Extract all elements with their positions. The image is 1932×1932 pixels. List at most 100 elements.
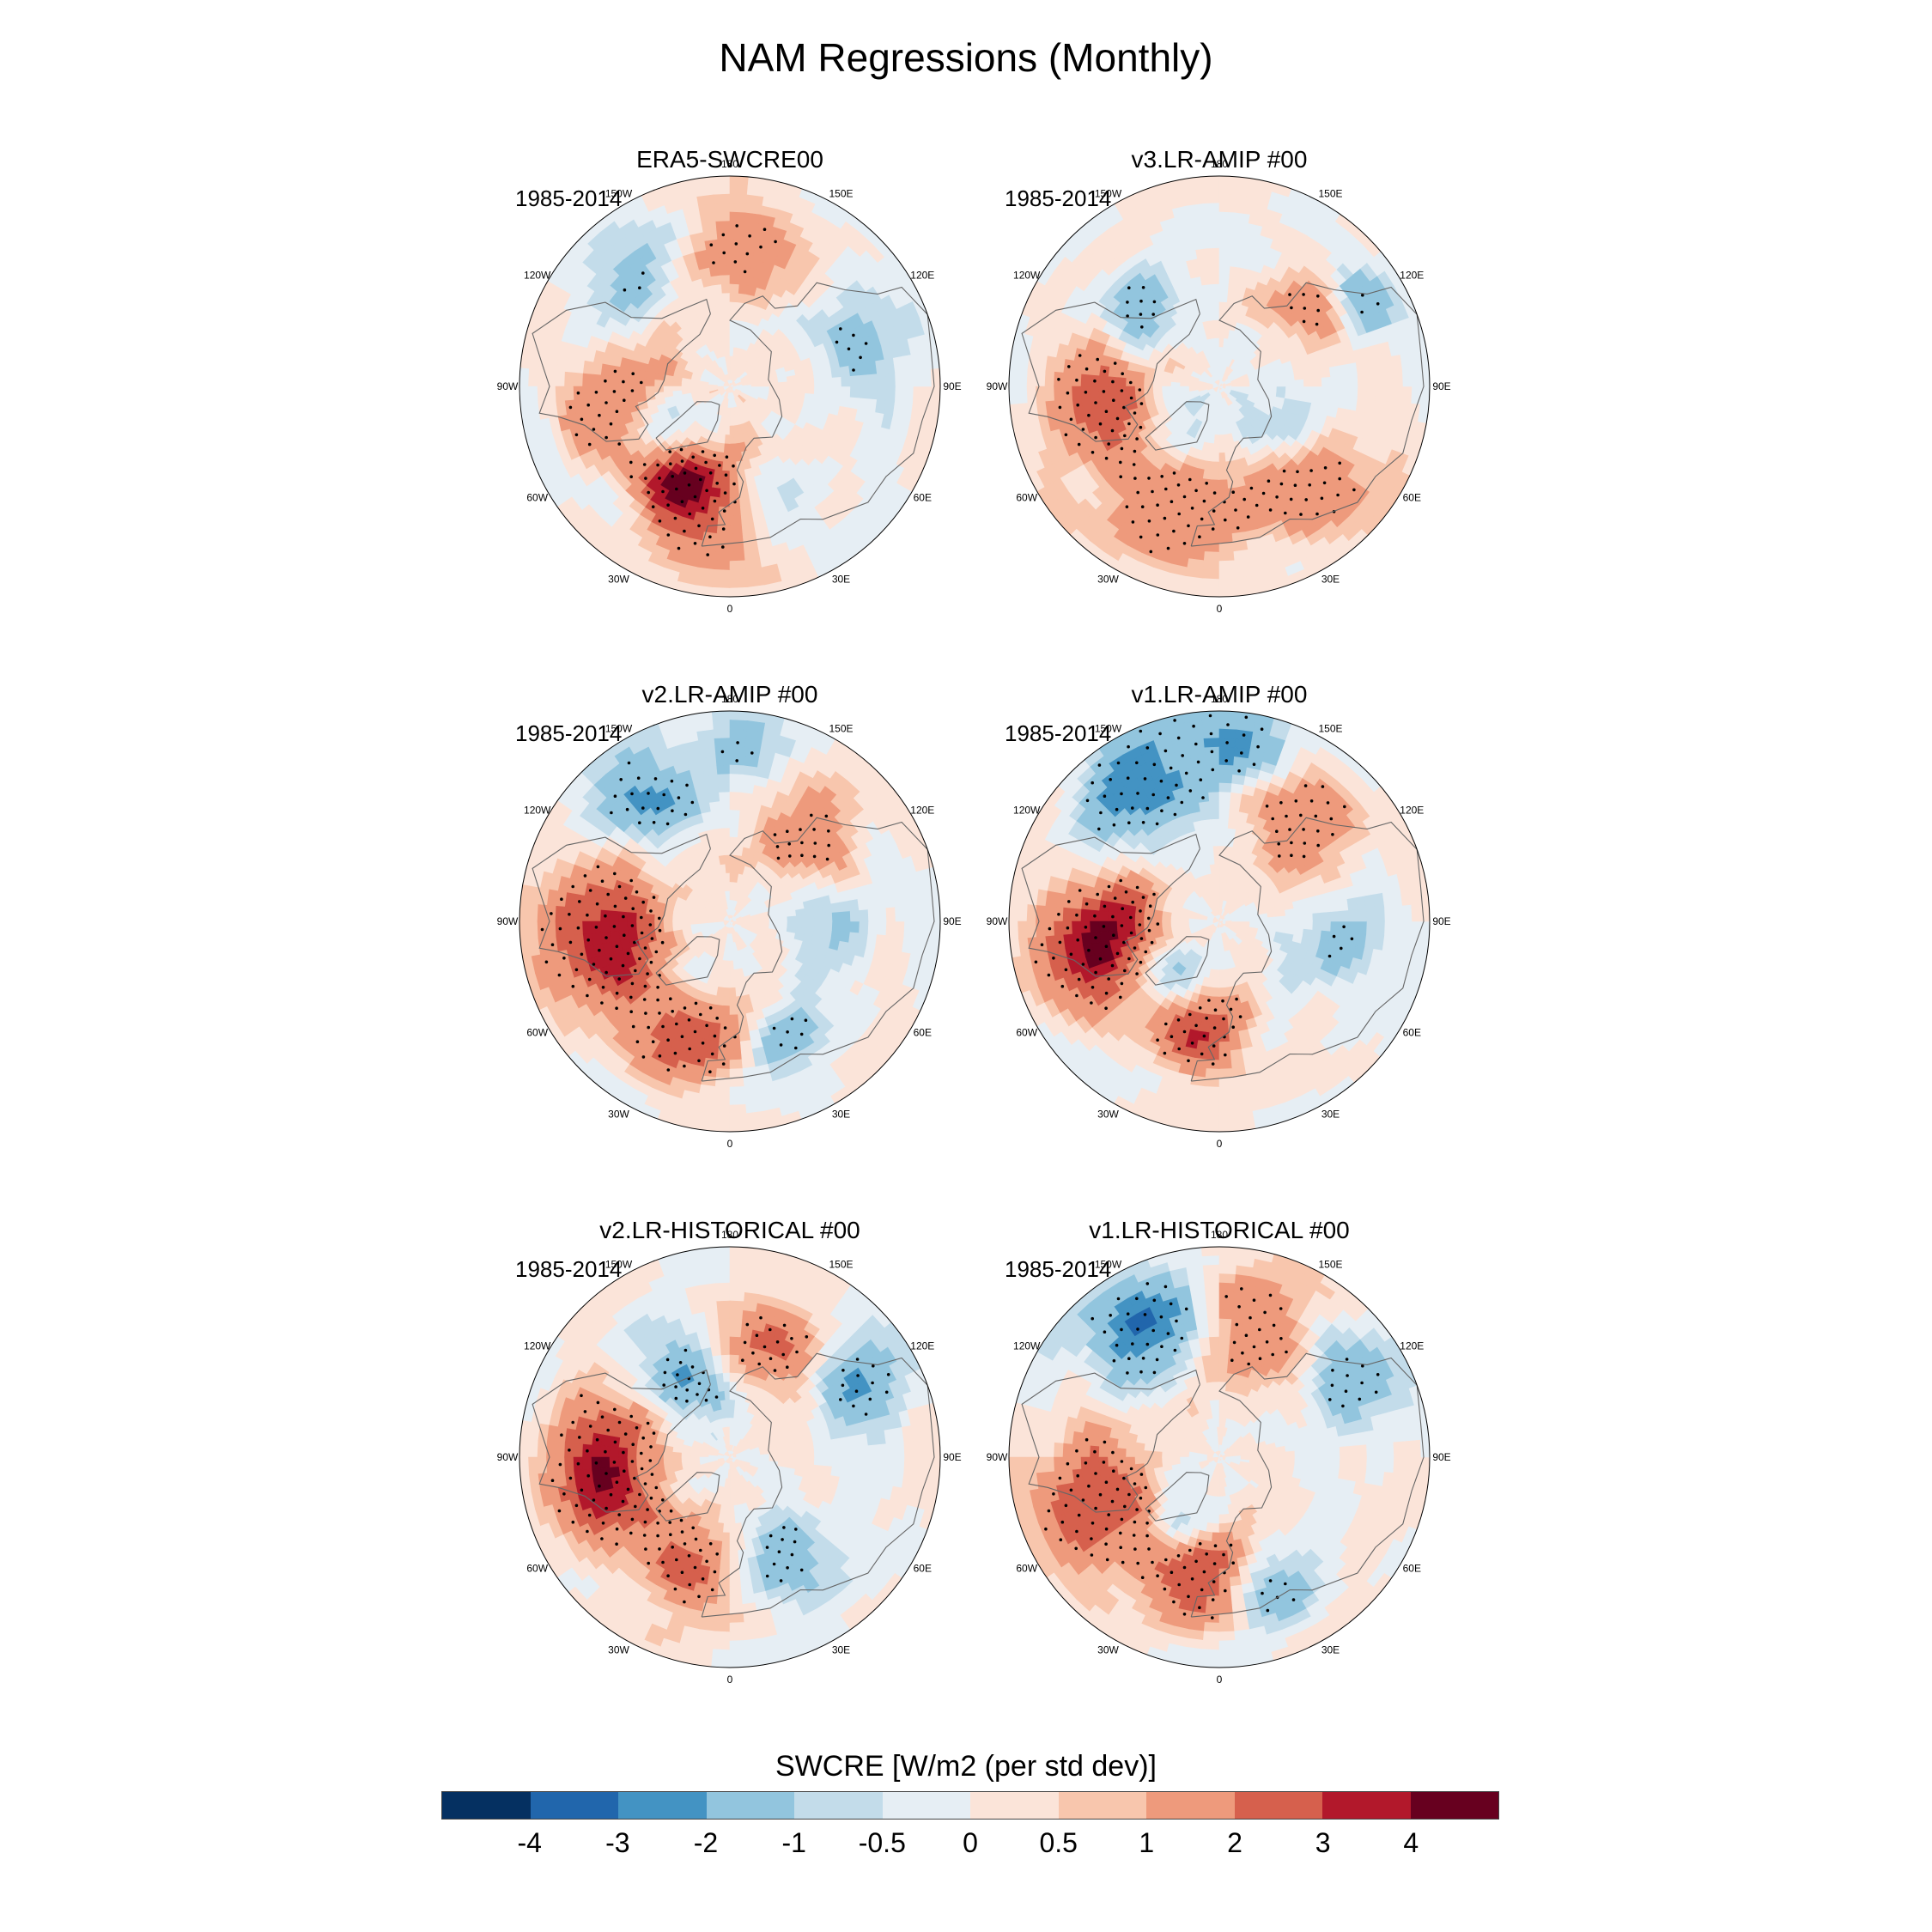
map-cell bbox=[1293, 386, 1304, 394]
map-cell bbox=[1212, 442, 1220, 453]
stipple-dot bbox=[617, 884, 622, 889]
map-cell bbox=[902, 386, 914, 403]
map-cell bbox=[537, 386, 548, 404]
stipple-dot bbox=[722, 1044, 726, 1048]
stipple-dot bbox=[1126, 314, 1129, 318]
stipple-dot bbox=[1299, 513, 1303, 516]
stipple-dot bbox=[1267, 479, 1271, 483]
stipple-dot bbox=[1122, 405, 1126, 410]
coastline bbox=[1145, 401, 1210, 451]
map-cell bbox=[645, 386, 656, 394]
map-cell bbox=[711, 1121, 731, 1132]
stipple-dot bbox=[1205, 482, 1208, 485]
map-cell bbox=[713, 1103, 731, 1115]
stipple-dot bbox=[732, 482, 736, 486]
stipple-dot bbox=[641, 900, 645, 904]
map-cell bbox=[1321, 386, 1331, 397]
map-cell bbox=[729, 720, 748, 731]
stipple-dot bbox=[613, 872, 617, 876]
longitude-label: 180 bbox=[721, 158, 738, 170]
coastline bbox=[701, 282, 935, 547]
map-cell bbox=[1196, 504, 1210, 516]
map-cell bbox=[712, 720, 731, 731]
stipple-dot bbox=[708, 1006, 713, 1010]
stipple-dot bbox=[1147, 477, 1151, 480]
map-cell bbox=[1419, 368, 1430, 387]
stipple-dot bbox=[736, 741, 739, 744]
map-cell bbox=[1337, 363, 1349, 377]
stipple-dot bbox=[630, 981, 635, 986]
map-cell bbox=[729, 828, 738, 838]
map-cell bbox=[729, 782, 743, 793]
stipple-dot bbox=[683, 1006, 687, 1010]
stipple-dot bbox=[1261, 491, 1266, 495]
stipple-dot bbox=[1139, 535, 1143, 539]
stipple-dot bbox=[1315, 512, 1319, 516]
map-cell bbox=[705, 248, 720, 260]
stipple-dot bbox=[794, 1046, 798, 1050]
stipple-dot bbox=[1316, 295, 1320, 298]
map-cell bbox=[729, 524, 744, 534]
map-cell bbox=[729, 347, 734, 357]
map-cell bbox=[1218, 586, 1238, 597]
stipple-dot bbox=[671, 809, 674, 812]
map-cell bbox=[1355, 398, 1367, 413]
stipple-dot bbox=[1139, 402, 1144, 405]
stipple-dot bbox=[734, 242, 738, 246]
map-cell bbox=[714, 1094, 731, 1105]
stipple-dot bbox=[623, 933, 626, 937]
stipple-dot bbox=[642, 463, 647, 466]
map-cell bbox=[592, 361, 604, 376]
map-cell bbox=[1218, 460, 1227, 471]
map-cell bbox=[858, 908, 869, 922]
stipple-dot bbox=[644, 1012, 647, 1015]
stipple-dot bbox=[598, 413, 601, 417]
stipple-dot bbox=[1077, 442, 1081, 447]
stipple-dot bbox=[1188, 477, 1192, 482]
map-cell bbox=[710, 1021, 721, 1033]
map-cell bbox=[866, 398, 878, 413]
stipple-dot bbox=[1182, 495, 1187, 499]
map-cell bbox=[740, 783, 755, 795]
map-cell bbox=[894, 905, 905, 922]
map-cell bbox=[1205, 229, 1220, 240]
map-cell bbox=[1196, 257, 1210, 269]
map-cell bbox=[856, 896, 868, 911]
map-cell bbox=[729, 247, 743, 258]
stipple-dot bbox=[1246, 515, 1250, 519]
stipple-dot bbox=[638, 821, 641, 824]
map-cell bbox=[729, 452, 737, 462]
stipple-dot bbox=[1066, 391, 1070, 395]
map-cell bbox=[804, 920, 815, 929]
map-cell bbox=[729, 1023, 740, 1033]
map-cell bbox=[1206, 239, 1220, 249]
stipple-dot bbox=[1289, 497, 1293, 501]
stipple-dot bbox=[617, 977, 621, 981]
longitude-label: 60W bbox=[1016, 492, 1037, 504]
map-cell bbox=[564, 371, 575, 387]
stipple-dot bbox=[649, 909, 653, 913]
map-cell bbox=[712, 185, 731, 196]
map-cell bbox=[1218, 488, 1230, 498]
map-cell bbox=[710, 810, 721, 822]
map-cell bbox=[737, 293, 747, 304]
map-cell bbox=[729, 488, 740, 498]
stipple-dot bbox=[1084, 391, 1088, 394]
panel-title: ERA5-SWCRE00 bbox=[636, 146, 823, 173]
stipple-dot bbox=[623, 288, 627, 292]
stipple-dot bbox=[578, 900, 581, 903]
stipple-dot bbox=[1067, 365, 1071, 368]
map-cell bbox=[722, 301, 731, 313]
map-cell bbox=[546, 920, 557, 938]
map-cell bbox=[618, 386, 629, 397]
stipple-dot bbox=[652, 821, 656, 824]
map-cell bbox=[1198, 266, 1211, 277]
map-cell bbox=[1383, 370, 1394, 387]
stipple-dot bbox=[827, 843, 830, 848]
stipple-dot bbox=[786, 829, 789, 833]
map-cell bbox=[714, 738, 731, 749]
stipple-dot bbox=[1249, 486, 1254, 490]
stipple-dot bbox=[825, 857, 829, 861]
map-cell bbox=[831, 386, 841, 397]
map-cell bbox=[1209, 275, 1220, 285]
